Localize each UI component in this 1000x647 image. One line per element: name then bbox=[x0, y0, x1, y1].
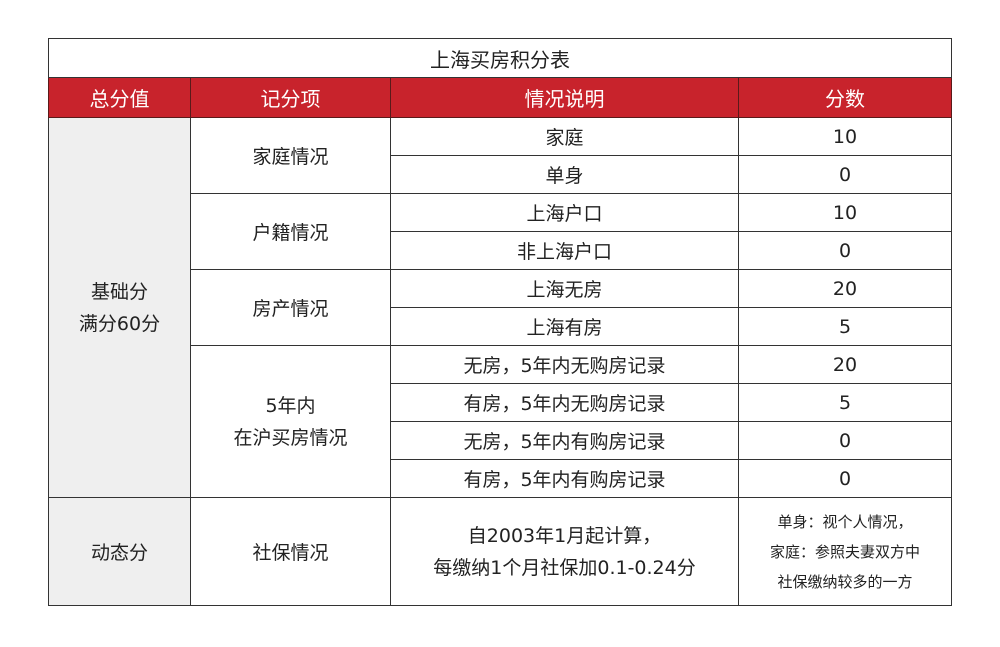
table-row: 非上海户口 0 bbox=[49, 231, 952, 270]
header-item: 记分项 bbox=[190, 77, 391, 118]
desc-cell: 无房，5年内有购房记录 bbox=[390, 421, 739, 460]
score-cell: 20 bbox=[738, 345, 952, 384]
desc-cell: 无房，5年内无购房记录 bbox=[390, 345, 739, 384]
desc-cell: 非上海户口 bbox=[390, 231, 739, 270]
housing-points-table: 上海买房积分表 总分值 记分项 情况说明 分数 基础分 满分60分 家庭情况 家庭… bbox=[48, 38, 952, 606]
table-row: 上海有房 5 bbox=[49, 307, 952, 346]
table-title: 上海买房积分表 bbox=[48, 38, 952, 78]
header-desc: 情况说明 bbox=[390, 77, 739, 118]
base-total: 基础分 满分60分 bbox=[48, 117, 191, 498]
table-row: 房产情况 上海无房 20 bbox=[49, 269, 952, 346]
table-row: 动态分 社保情况 自2003年1月起计算， 每缴纳1个月社保加0.1-0.24分 … bbox=[48, 497, 952, 606]
desc-cell: 单身 bbox=[390, 155, 739, 194]
score-cell: 5 bbox=[738, 383, 952, 422]
table-row: 5年内 在沪买房情况 无房，5年内无购房记录 20 bbox=[49, 345, 952, 498]
score-cell: 20 bbox=[738, 269, 952, 308]
desc-cell: 上海户口 bbox=[390, 193, 739, 232]
table-row: 有房，5年内有购房记录 0 bbox=[49, 459, 952, 498]
score-cell: 0 bbox=[738, 421, 952, 460]
table-row: 单身 0 bbox=[49, 155, 952, 194]
item-cell: 房产情况 bbox=[190, 269, 391, 346]
desc-cell: 上海无房 bbox=[390, 269, 739, 308]
score-cell: 5 bbox=[738, 307, 952, 346]
score-cell: 10 bbox=[738, 117, 952, 156]
table-row: 基础分 满分60分 家庭情况 家庭 10 bbox=[48, 117, 952, 498]
dynamic-total: 动态分 bbox=[48, 497, 191, 606]
item-cell: 5年内 在沪买房情况 bbox=[190, 345, 391, 498]
desc-cell: 家庭 bbox=[390, 117, 739, 156]
score-cell: 单身：视个人情况， 家庭：参照夫妻双方中 社保缴纳较多的一方 bbox=[738, 497, 952, 606]
item-cell: 社保情况 bbox=[190, 497, 391, 606]
item-cell: 家庭情况 bbox=[190, 117, 391, 194]
desc-cell: 有房，5年内有购房记录 bbox=[390, 459, 739, 498]
item-cell: 户籍情况 bbox=[190, 193, 391, 270]
desc-cell: 自2003年1月起计算， 每缴纳1个月社保加0.1-0.24分 bbox=[390, 497, 739, 606]
table-row: 无房，5年内有购房记录 0 bbox=[49, 421, 952, 460]
desc-cell: 有房，5年内无购房记录 bbox=[390, 383, 739, 422]
score-cell: 10 bbox=[738, 193, 952, 232]
desc-cell: 上海有房 bbox=[390, 307, 739, 346]
score-cell: 0 bbox=[738, 231, 952, 270]
table-row: 有房，5年内无购房记录 5 bbox=[49, 383, 952, 422]
score-cell: 0 bbox=[738, 459, 952, 498]
header-total: 总分值 bbox=[48, 77, 191, 118]
score-cell: 0 bbox=[738, 155, 952, 194]
header-score: 分数 bbox=[738, 77, 952, 118]
